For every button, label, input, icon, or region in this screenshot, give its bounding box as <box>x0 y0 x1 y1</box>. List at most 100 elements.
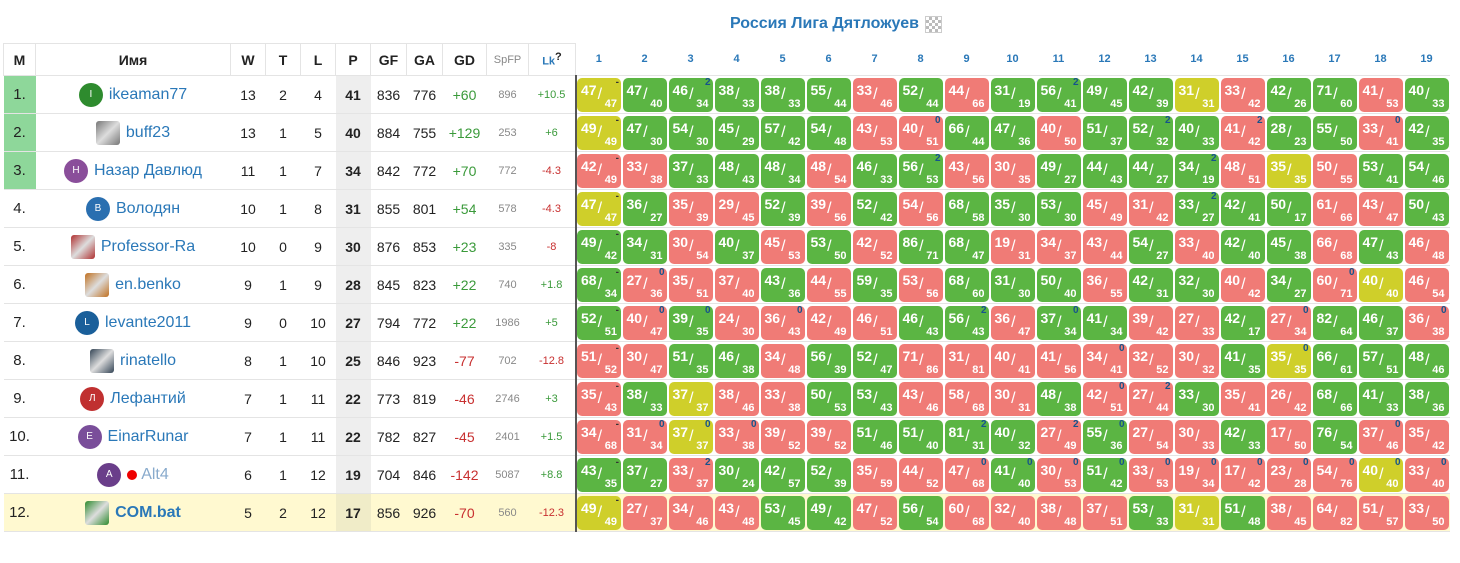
game-result-badge[interactable]: 3833 <box>622 381 667 416</box>
game-result-badge[interactable]: 7654 <box>1312 419 1357 454</box>
game-result-badge[interactable]: 8131 2 <box>944 419 989 454</box>
game-result-badge[interactable]: 6668 <box>1312 229 1357 264</box>
game-result-badge[interactable]: 3437 <box>1036 229 1081 264</box>
game-result-badge[interactable]: 4336 <box>760 267 805 302</box>
col-header-name[interactable]: Имя <box>35 43 231 76</box>
game-result-badge[interactable]: 5341 <box>1358 153 1403 188</box>
game-result-badge[interactable]: 6834 - <box>577 267 621 302</box>
game-result-badge[interactable]: 4942 - <box>577 229 621 264</box>
player-name-link[interactable]: Назар Давлюд <box>93 161 203 179</box>
game-result-badge[interactable]: 3647 <box>990 305 1035 340</box>
game-result-badge[interactable]: 1931 <box>990 229 1035 264</box>
game-result-badge[interactable]: 3031 <box>990 381 1035 416</box>
game-result-badge[interactable]: 5244 <box>898 77 943 112</box>
game-result-badge[interactable]: 3340 <box>1174 229 1219 264</box>
game-result-badge[interactable]: 3024 <box>714 457 759 492</box>
player-name-link[interactable]: Володян <box>115 199 181 217</box>
game-result-badge[interactable]: 4942 <box>806 495 851 530</box>
avatar[interactable]: E <box>77 424 102 449</box>
game-result-badge[interactable]: 3427 <box>1266 267 1311 302</box>
game-result-badge[interactable]: 3737 0 <box>668 419 713 454</box>
game-result-badge[interactable]: 6644 <box>944 115 989 150</box>
game-result-badge[interactable]: 3740 <box>714 267 759 302</box>
game-result-badge[interactable]: 6866 <box>1312 381 1357 416</box>
game-result-badge[interactable]: 4634 2 <box>668 77 713 112</box>
game-result-badge[interactable]: 2642 <box>1266 381 1311 416</box>
player-name-link[interactable]: Лефантий <box>110 389 186 407</box>
game-result-badge[interactable]: 4455 <box>806 267 851 302</box>
game-result-badge[interactable]: 3252 <box>1128 343 1173 378</box>
game-result-badge[interactable]: 6068 <box>944 495 989 530</box>
game-result-badge[interactable]: 6858 <box>944 191 989 226</box>
game-result-badge[interactable]: 1934 0 <box>1174 457 1219 492</box>
game-result-badge[interactable]: 5017 <box>1266 191 1311 226</box>
game-result-badge[interactable]: 2736 0 <box>622 267 667 302</box>
game-result-badge[interactable]: 4040 0 <box>1358 457 1403 492</box>
game-result-badge[interactable]: 4241 <box>1220 191 1265 226</box>
game-result-badge[interactable]: 4239 <box>1128 77 1173 112</box>
game-result-badge[interactable]: 5456 <box>898 191 943 226</box>
game-result-badge[interactable]: 4834 <box>760 153 805 188</box>
game-result-badge[interactable]: 4133 <box>1358 381 1403 416</box>
game-result-badge[interactable]: 5055 <box>1312 153 1357 188</box>
game-result-badge[interactable]: 3119 <box>990 77 1035 112</box>
game-result-badge[interactable]: 3746 0 <box>1358 419 1403 454</box>
col-header-lk[interactable]: Lk? <box>528 43 576 76</box>
game-result-badge[interactable]: 4142 2 <box>1220 115 1265 150</box>
game-result-badge[interactable]: 5040 <box>1036 267 1081 302</box>
game-result-badge[interactable]: 5053 <box>806 381 851 416</box>
game-result-badge[interactable]: 4752 <box>852 495 897 530</box>
game-result-badge[interactable]: 6071 0 <box>1312 267 1357 302</box>
col-header-l[interactable]: L <box>300 43 336 76</box>
game-result-badge[interactable]: 3848 <box>1036 495 1081 530</box>
game-result-badge[interactable]: 3330 <box>1174 381 1219 416</box>
game-result-badge[interactable]: 2754 <box>1128 419 1173 454</box>
game-result-badge[interactable]: 3638 0 <box>1404 305 1449 340</box>
game-result-badge[interactable]: 7160 <box>1312 77 1357 112</box>
game-result-badge[interactable]: 5653 2 <box>898 153 943 188</box>
game-result-badge[interactable]: 4050 <box>1036 115 1081 150</box>
game-result-badge[interactable]: 3551 <box>668 267 713 302</box>
game-result-badge[interactable]: 3539 <box>668 191 713 226</box>
game-result-badge[interactable]: 8671 <box>898 229 943 264</box>
game-result-badge[interactable]: 3543 - <box>577 381 621 416</box>
col-header-t[interactable]: T <box>265 43 301 76</box>
avatar[interactable]: Н <box>63 158 88 183</box>
game-result-badge[interactable]: 4927 <box>1036 153 1081 188</box>
game-result-badge[interactable]: 4638 <box>714 343 759 378</box>
game-result-badge[interactable]: 6860 <box>944 267 989 302</box>
game-result-badge[interactable]: 4240 <box>1220 229 1265 264</box>
game-result-badge[interactable]: 4033 <box>1174 115 1219 150</box>
game-result-badge[interactable]: 3419 2 <box>1174 153 1219 188</box>
game-result-badge[interactable]: 5544 <box>806 77 851 112</box>
game-result-badge[interactable]: 1742 0 <box>1220 457 1265 492</box>
game-result-badge[interactable]: 5427 <box>1128 229 1173 264</box>
game-result-badge[interactable]: 3441 0 <box>1082 343 1127 378</box>
game-result-badge[interactable]: 3230 <box>1174 267 1219 302</box>
game-result-badge[interactable]: 4051 0 <box>898 115 943 150</box>
game-result-badge[interactable]: 6482 <box>1312 495 1357 530</box>
